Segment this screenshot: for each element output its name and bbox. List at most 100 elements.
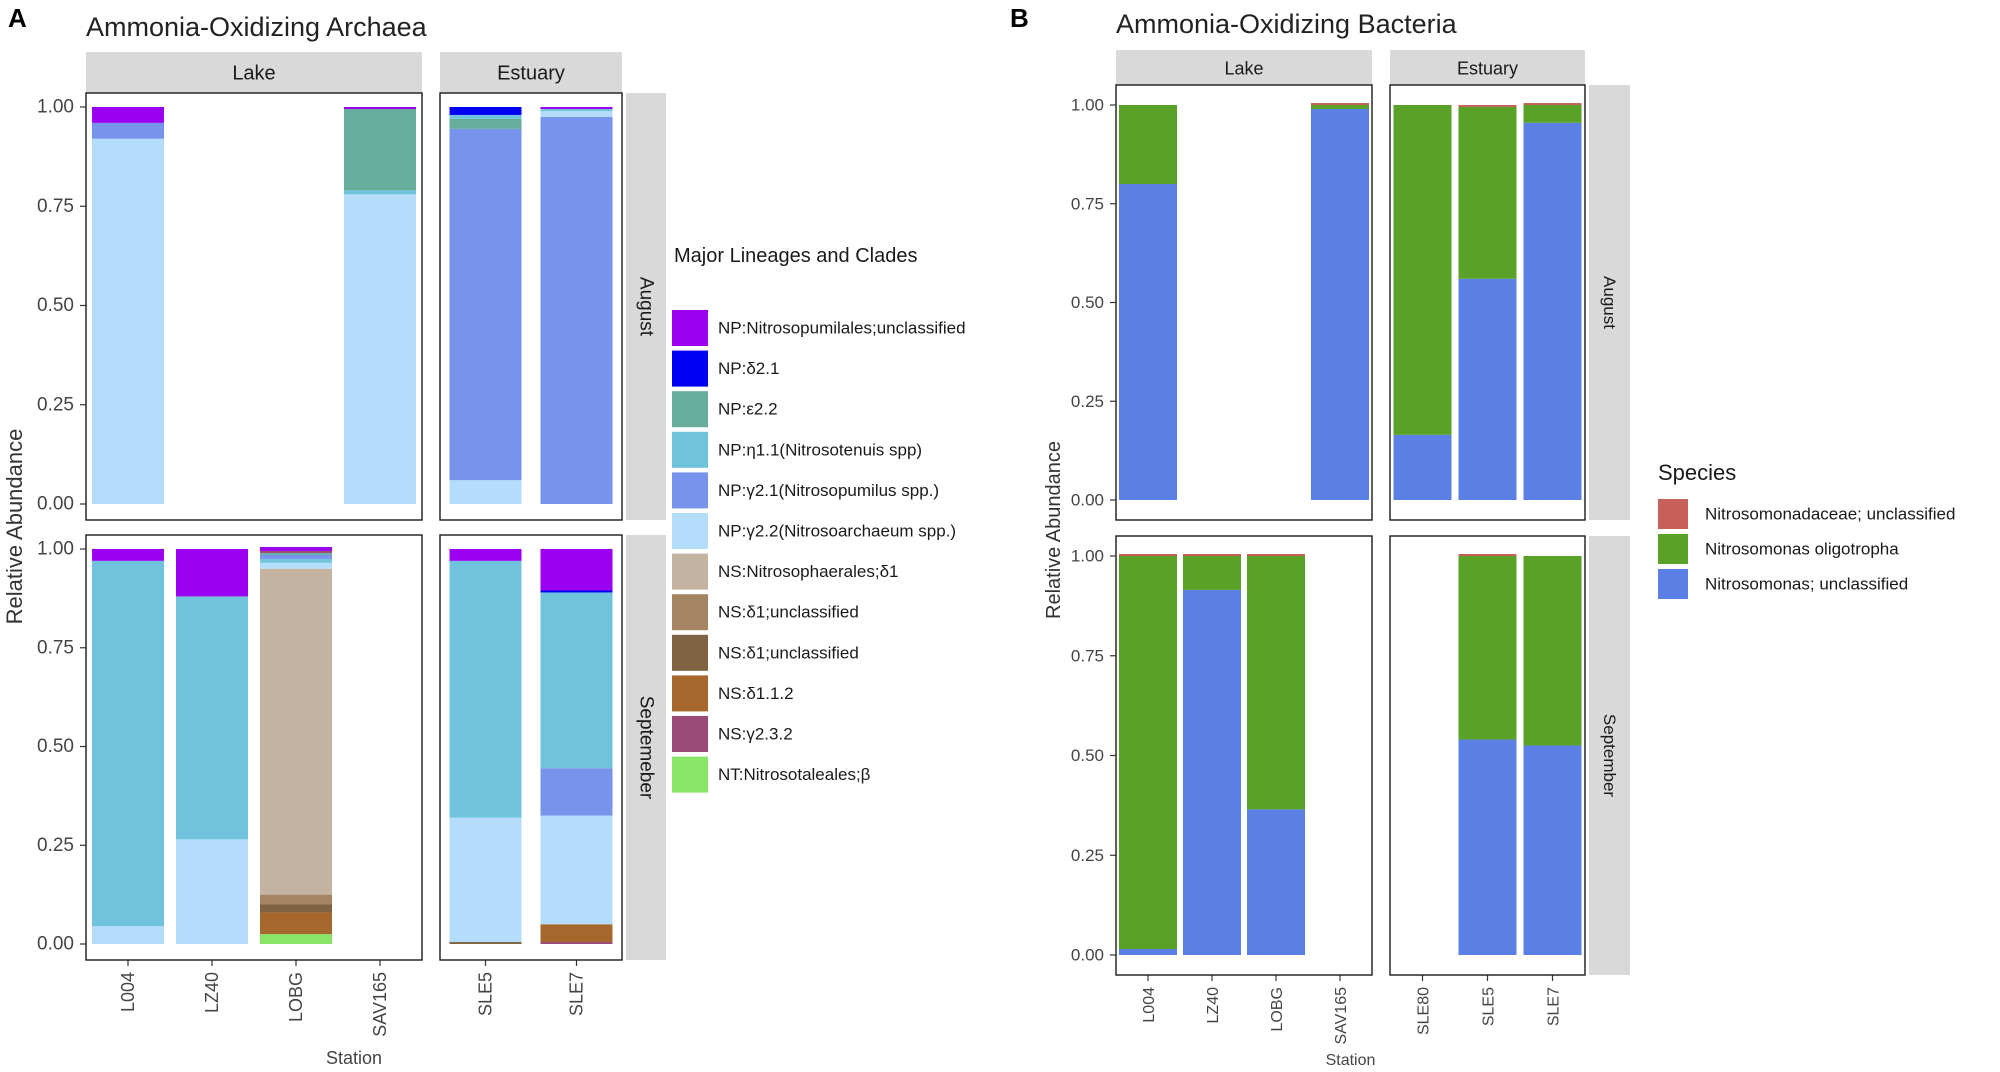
legend-swatch [672,350,708,387]
x-tick-label: L004 [1141,987,1158,1023]
bar-segment-np_g22 [92,138,164,504]
facet-strip-row [1589,536,1630,975]
facet-label-row: September [1600,714,1619,797]
legend-swatch [1658,534,1688,564]
bar-segment-np_g22 [540,110,613,117]
bar-segment-n_unc [1119,184,1177,500]
y-tick-label: 0.75 [1071,646,1104,665]
bar-segment-np_g22 [449,480,522,504]
bar-segment-np_d21 [449,107,522,115]
x-tick-label: LZ40 [202,972,222,1013]
bar-segment-n_unc [1523,745,1582,955]
bar-segment-n_olig [1247,556,1305,810]
y-tick-label: 0.25 [37,394,74,415]
x-tick-label: SLE7 [567,972,587,1016]
y-tick-label: 1.00 [37,539,74,560]
panel-border [439,92,623,521]
facet-strip-row [626,535,666,960]
facet-panel [1389,84,1586,521]
facet-strip-row [626,93,666,520]
bar-segment-np_g21 [449,128,522,481]
legend-label: NP:γ2.2(Nitrosoarchaeum spp.) [718,522,956,541]
bar-segment-np_unc [260,547,332,551]
facet-panel: 0.00 0.25 0.50 0.75 1.00 [1071,84,1373,521]
facet-panel: L004 LZ40 LOBG SAV165 0.00 0.25 0.50 0.75 1.00 [1071,535,1373,1045]
bar-segment-nm_unc [1523,103,1582,105]
y-tick-label: 0.25 [37,835,74,856]
facet-label-col: Lake [232,63,275,85]
bar-segment-ns_d1u_a [260,894,332,905]
bar-segment-np_n11 [540,592,613,769]
bar-segment-ns_d1 [260,568,332,895]
y-tick-label: 1.00 [37,97,74,118]
bar-segment-np_n11 [260,558,332,563]
bar-segment-n_olig [1523,105,1582,123]
bar-segment-ns_d112 [540,924,613,943]
y-axis-label: Relative Abundance [1043,441,1065,619]
bar-segment-np_g21 [540,768,613,816]
bar-segment-n_olig [1458,106,1517,279]
bar-segment-np_g22 [260,562,332,569]
bar-segment-n_unc [1458,739,1517,955]
legend-swatch [672,472,708,509]
y-tick-label: 0.50 [37,295,74,316]
y-axis-label: Relative Abundance [2,429,27,625]
facet-panel: 0.00 0.25 0.50 0.75 1.00 [37,92,423,521]
legend-swatch [672,634,708,671]
panel-border [1389,84,1586,521]
bar-segment-n_olig [1311,105,1369,109]
bar-segment-np_unc [344,107,416,109]
bar-segment-ns_d1u_b [449,942,522,944]
legend-swatch [1658,569,1688,599]
facet-strip-col [1390,50,1585,85]
bar-segment-np_g22 [92,926,164,944]
legend-label: NS:Nitrosophaerales;δ1 [718,562,899,581]
bar-segment-np_g21 [260,554,332,559]
bar-segment-ns_d1u_b [260,904,332,913]
legend-swatch [672,391,708,428]
facet-strip-col [86,52,422,93]
legend-label: Nitrosomonas; unclassified [1705,575,1908,594]
facet-panel: SLE80 SLE5 SLE7 [1389,535,1586,1035]
legend-label: Nitrosomonadaceae; unclassified [1705,505,1955,524]
y-tick-label: 0.50 [1071,746,1104,765]
legend-swatch [672,675,708,712]
bar-segment-np_unc [540,549,613,591]
x-axis-label: Station [326,1048,382,1068]
x-tick-label: SLE7 [1546,987,1563,1026]
bar-segment-n_olig [1523,556,1582,746]
facet-label-row: Septemeber [636,696,657,800]
bar-segment-np_e22 [449,118,522,129]
y-tick-label: 0.00 [37,934,74,955]
bar-segment-n_olig [1183,556,1241,590]
x-tick-label: LZ40 [1205,987,1222,1024]
legend-swatch [672,756,708,793]
legend-label: NP:η1.1(Nitrosotenuis spp) [718,440,922,459]
y-tick-label: 0.75 [1071,194,1104,213]
bar-segment-ns_g232 [540,942,613,944]
bar-segment-nm_unc [1458,554,1517,556]
bar-segment-np_n11 [176,596,248,840]
bar-segment-np_g22 [344,194,416,504]
bar-segment-np_g22 [176,839,248,944]
bar-segment-n_unc [1311,108,1369,500]
bar-segment-np_e22 [260,552,332,555]
bar-segment-n_olig [1458,556,1517,740]
legend-swatch [672,594,708,631]
legend-swatch [672,553,708,590]
x-tick-label: SLE80 [1416,987,1433,1035]
bar-segment-nm_unc [1183,554,1241,556]
x-tick-label: SLE5 [476,972,496,1016]
chart-title: Ammonia-Oxidizing Archaea [86,12,428,42]
panel-border [85,534,423,961]
bar-segment-nm_unc [1311,103,1369,105]
panel-border [1389,535,1586,976]
legend-label: NS:γ2.3.2 [718,725,793,744]
bar-segment-np_g21 [540,116,613,505]
bar-segment-n_unc [1247,809,1305,955]
y-tick-label: 1.00 [1071,96,1104,115]
bar-segment-nm_unc [1119,554,1177,556]
bar-segment-ns_g232 [260,550,332,553]
bar-segment-np_g22 [540,815,613,925]
legend-swatch [672,513,708,549]
